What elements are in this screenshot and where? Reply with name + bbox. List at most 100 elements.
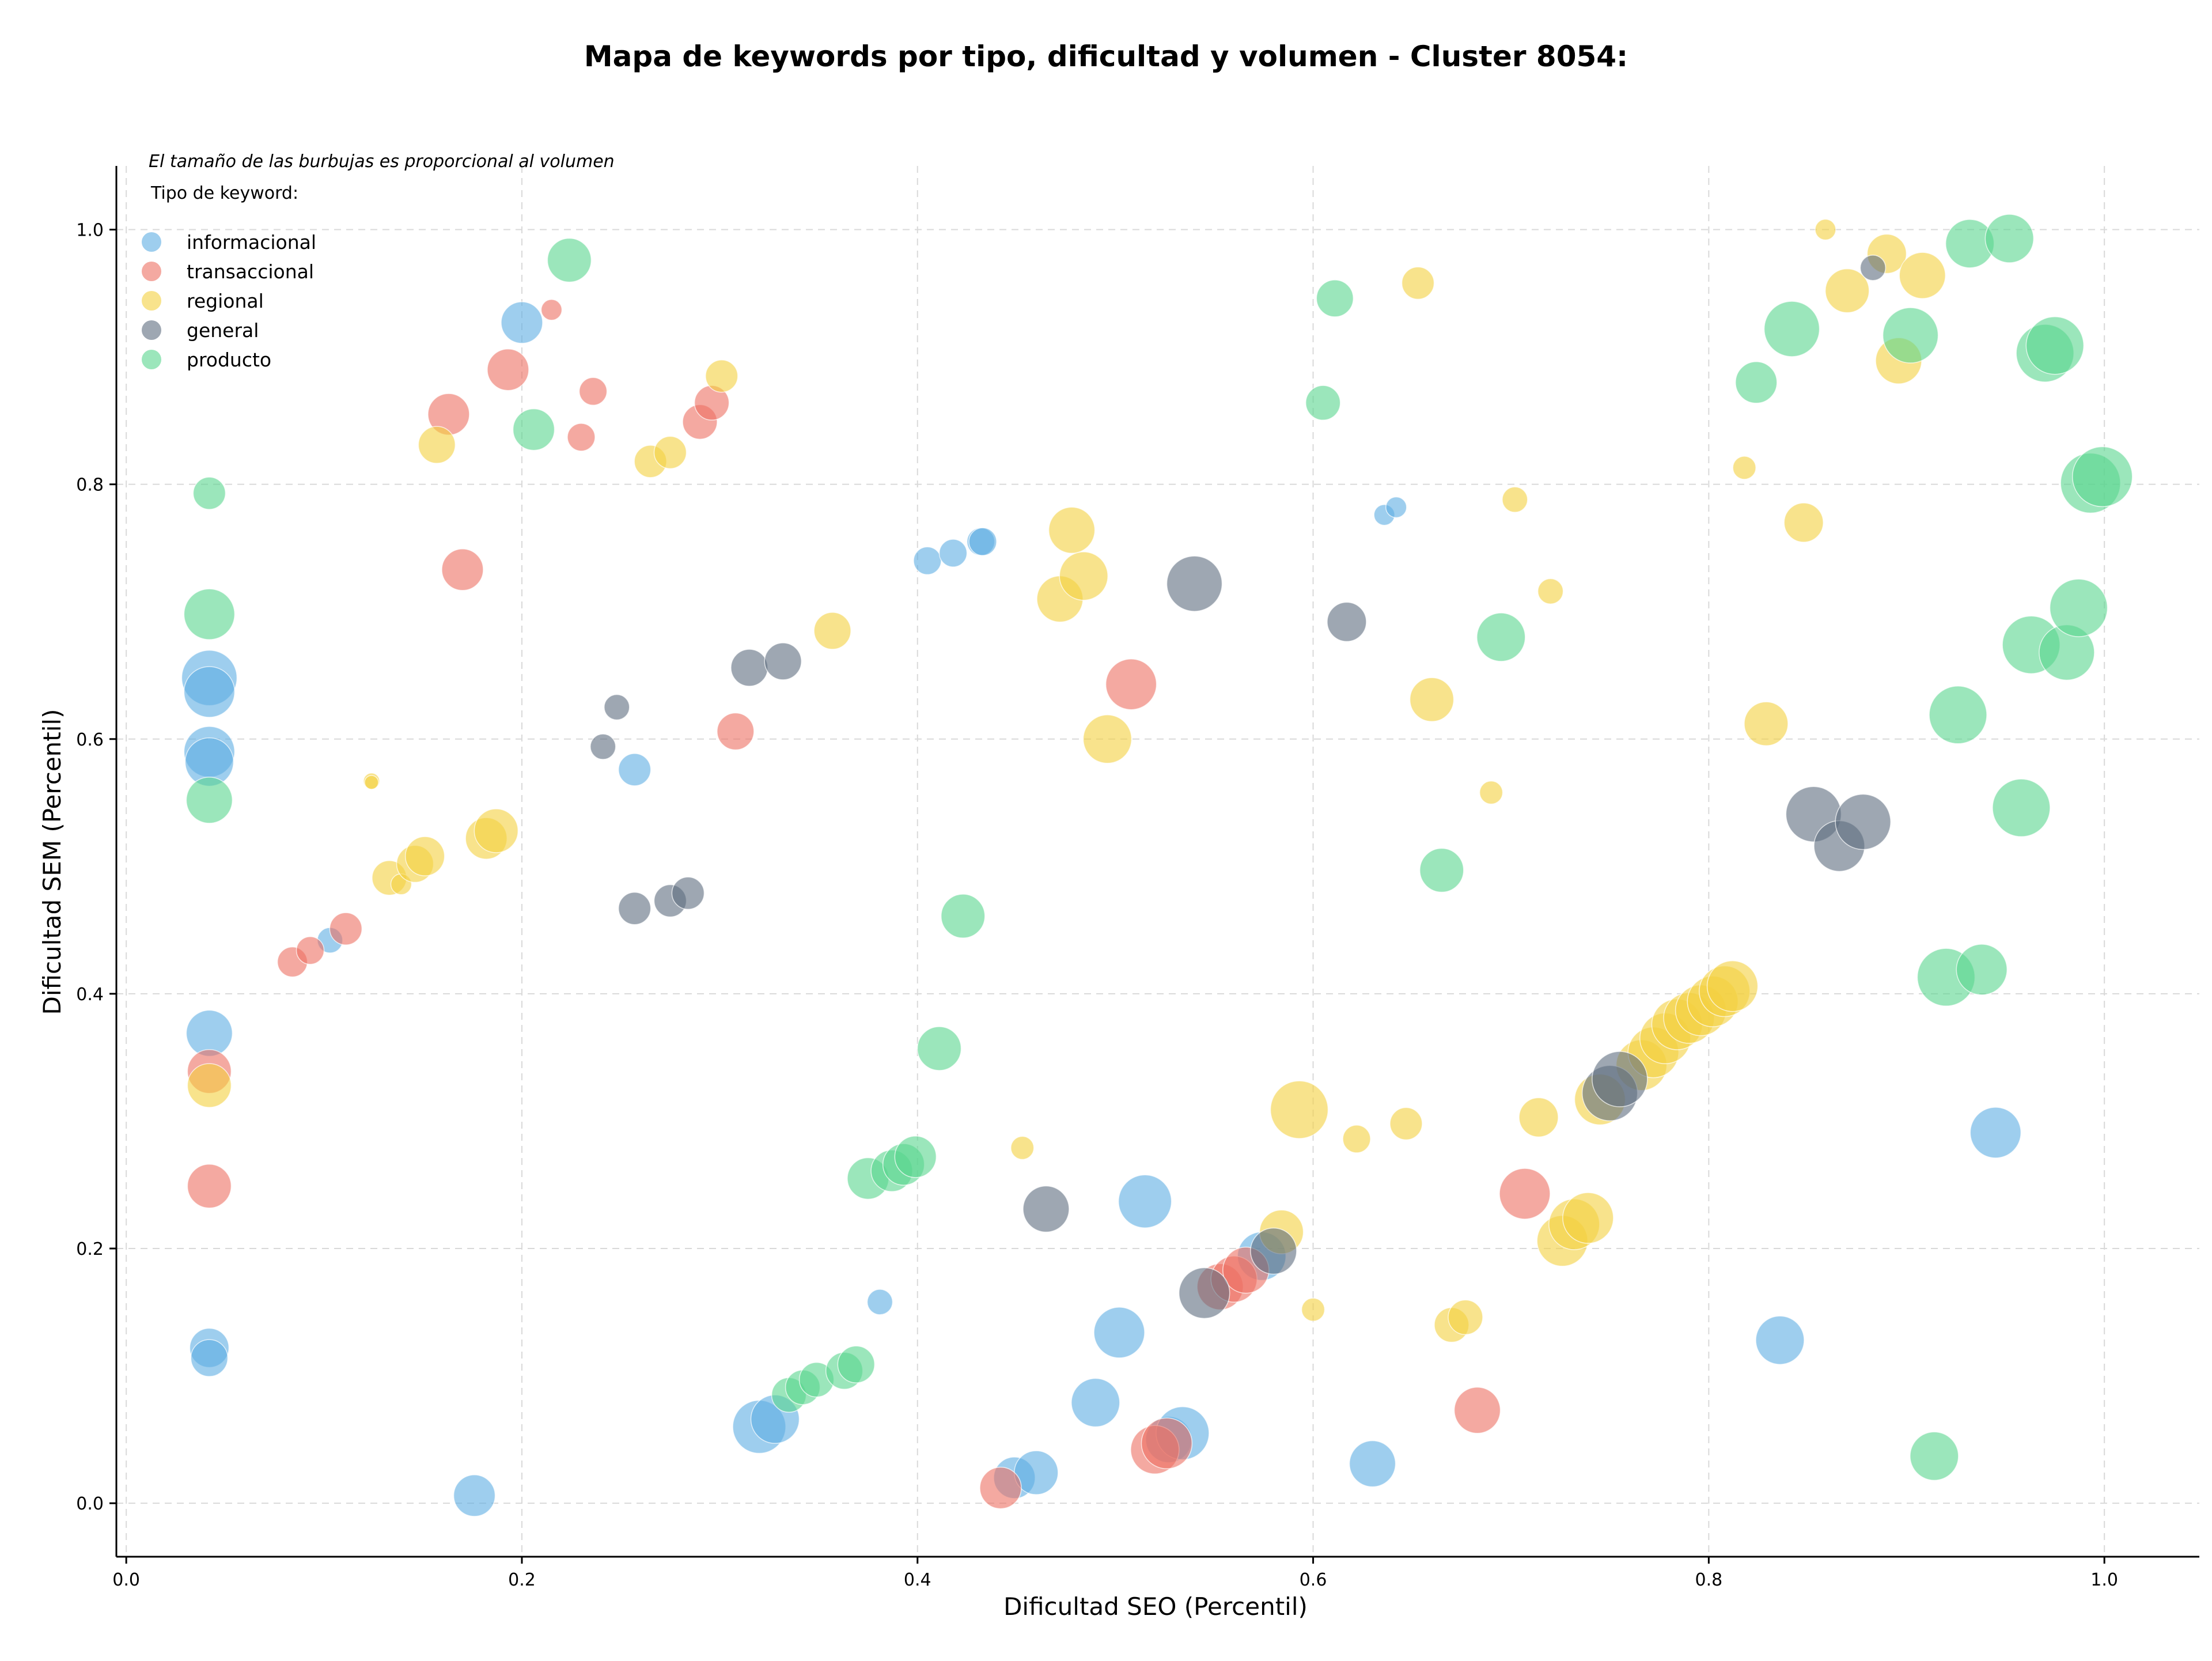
bubble-producto-15 xyxy=(941,894,986,939)
axes: 0.0 0.2 0.4 0.6 0.8 1.0 0.0 0.2 0.4 0.6 0.8 1.0 xyxy=(76,166,2199,1590)
x-tick-label-0: 0.0 xyxy=(112,1570,140,1590)
bubble-producto-13 xyxy=(894,1136,937,1178)
bubble-producto-27 xyxy=(1956,944,2008,996)
legend-marker-general xyxy=(142,320,161,340)
bubble-regional-22 xyxy=(1342,1125,1371,1153)
bubble-informacional-10 xyxy=(618,753,652,786)
bubble-general-6 xyxy=(764,642,802,680)
legend-marker-transaccional xyxy=(142,262,161,281)
bubble-informacional-14 xyxy=(913,546,942,576)
x-axis-label: Dificultad SEO (Percentil) xyxy=(1003,1592,1308,1621)
bubble-transaccional-14 xyxy=(979,1466,1022,1509)
bubble-regional-23 xyxy=(1389,1107,1423,1141)
bubble-regional-24 xyxy=(1401,266,1435,300)
bubble-regional-17 xyxy=(1059,551,1108,601)
bubble-informacional-6 xyxy=(190,1339,229,1377)
bubble-producto-1 xyxy=(183,588,236,640)
bubble-regional-34 xyxy=(1562,1192,1614,1244)
bubble-regional-45 xyxy=(1732,456,1756,480)
bubble-regional-7 xyxy=(418,426,456,464)
bubble-regional-13 xyxy=(813,612,851,650)
bubble-general-10 xyxy=(1250,1227,1297,1275)
bubble-regional-27 xyxy=(1448,1299,1483,1335)
bubble-general-4 xyxy=(671,876,705,910)
bubble-general-11 xyxy=(1327,601,1367,642)
legend-title: Tipo de keyword: xyxy=(150,183,298,203)
bubble-producto-29 xyxy=(1992,778,2051,837)
y-axis-label: Dificultad SEM (Percentil) xyxy=(38,709,66,1015)
x-tick-label-3: 0.6 xyxy=(1300,1570,1327,1590)
bubble-regional-46 xyxy=(1744,701,1789,747)
bubble-informacional-29 xyxy=(1755,1315,1805,1365)
bubble-regional-21 xyxy=(1301,1297,1325,1322)
bubble-informacional-22 xyxy=(1118,1174,1172,1228)
bubble-transaccional-21 xyxy=(1453,1387,1501,1434)
bubble-regional-52 xyxy=(1899,252,1946,299)
bubble-producto-36 xyxy=(2071,446,2133,508)
y-tick-label-0: 0.0 xyxy=(76,1494,104,1514)
bubble-producto-28 xyxy=(1984,214,2035,263)
bubble-regional-2 xyxy=(364,775,379,790)
legend-marker-informacional xyxy=(142,232,161,252)
bubble-transaccional-10 xyxy=(578,377,608,406)
legend: informacional transaccional regional genera… xyxy=(142,231,316,371)
bubbles xyxy=(181,214,2133,1517)
bubble-regional-49 xyxy=(1824,268,1870,313)
bubble-general-1 xyxy=(604,694,630,721)
bubble-producto-0 xyxy=(192,476,226,510)
x-tick-label-4: 0.8 xyxy=(1695,1570,1723,1590)
legend-label-regional: regional xyxy=(187,290,264,312)
bubble-transaccional-6 xyxy=(441,548,484,591)
bubble-producto-17 xyxy=(1316,279,1354,317)
bubble-transaccional-22 xyxy=(1499,1168,1551,1220)
bubble-regional-16 xyxy=(1048,506,1096,554)
bubble-transaccional-8 xyxy=(540,299,563,321)
bubble-regional-29 xyxy=(1502,486,1528,513)
bubble-regional-30 xyxy=(1518,1097,1559,1138)
bubble-producto-21 xyxy=(1763,301,1820,357)
bubble-informacional-20 xyxy=(1071,1378,1120,1428)
bubble-regional-44 xyxy=(1706,960,1759,1012)
legend-label-informacional: informacional xyxy=(187,231,316,253)
bubble-general-7 xyxy=(1022,1185,1070,1233)
bubble-producto-23 xyxy=(1910,1431,1959,1481)
bubble-producto-9 xyxy=(837,1345,876,1383)
x-tick-label-1: 0.2 xyxy=(508,1570,536,1590)
bubble-informacional-8 xyxy=(501,301,543,344)
bubble-informacional-26 xyxy=(1349,1440,1396,1488)
bubble-regional-18 xyxy=(1082,714,1132,764)
bubble-regional-47 xyxy=(1783,502,1824,543)
bubble-transaccional-1 xyxy=(187,1163,232,1209)
bubble-regional-28 xyxy=(1479,780,1503,805)
x-tick-label-5: 1.0 xyxy=(2090,1570,2118,1590)
bubble-producto-4 xyxy=(547,237,592,283)
bubble-producto-25 xyxy=(1929,686,1987,744)
y-tick-label-4: 0.8 xyxy=(76,475,104,495)
bubble-informacional-13 xyxy=(866,1289,893,1315)
bubble-general-16 xyxy=(1835,793,1891,850)
bubble-regional-19 xyxy=(1270,1080,1329,1139)
bubble-general-17 xyxy=(1859,255,1887,281)
bubble-general-9 xyxy=(1178,1267,1230,1319)
bubble-producto-16 xyxy=(1305,385,1341,421)
bubble-regional-6 xyxy=(404,836,445,876)
bubble-regional-48 xyxy=(1815,218,1836,241)
bubble-producto-32 xyxy=(2025,316,2085,375)
chart-title: Mapa de keywords por tipo, dificultad y … xyxy=(584,40,1628,73)
bubble-transaccional-4 xyxy=(329,912,363,945)
bubble-transaccional-15 xyxy=(1105,658,1157,710)
bubble-informacional-1 xyxy=(183,666,236,718)
bubble-producto-3 xyxy=(512,408,555,451)
bubble-general-0 xyxy=(590,733,616,760)
y-tick-label-3: 0.6 xyxy=(76,730,104,750)
legend-label-producto: producto xyxy=(187,349,271,371)
bubble-transaccional-17 xyxy=(1141,1417,1193,1470)
bubble-producto-2 xyxy=(185,777,233,824)
bubble-producto-19 xyxy=(1476,612,1526,662)
bubble-size-note: El tamaño de las burbujas es proporciona… xyxy=(149,152,615,172)
bubble-transaccional-3 xyxy=(296,936,325,965)
bubble-producto-34 xyxy=(2049,578,2108,637)
bubble-regional-11 xyxy=(653,436,687,470)
bubble-producto-20 xyxy=(1735,361,1778,404)
